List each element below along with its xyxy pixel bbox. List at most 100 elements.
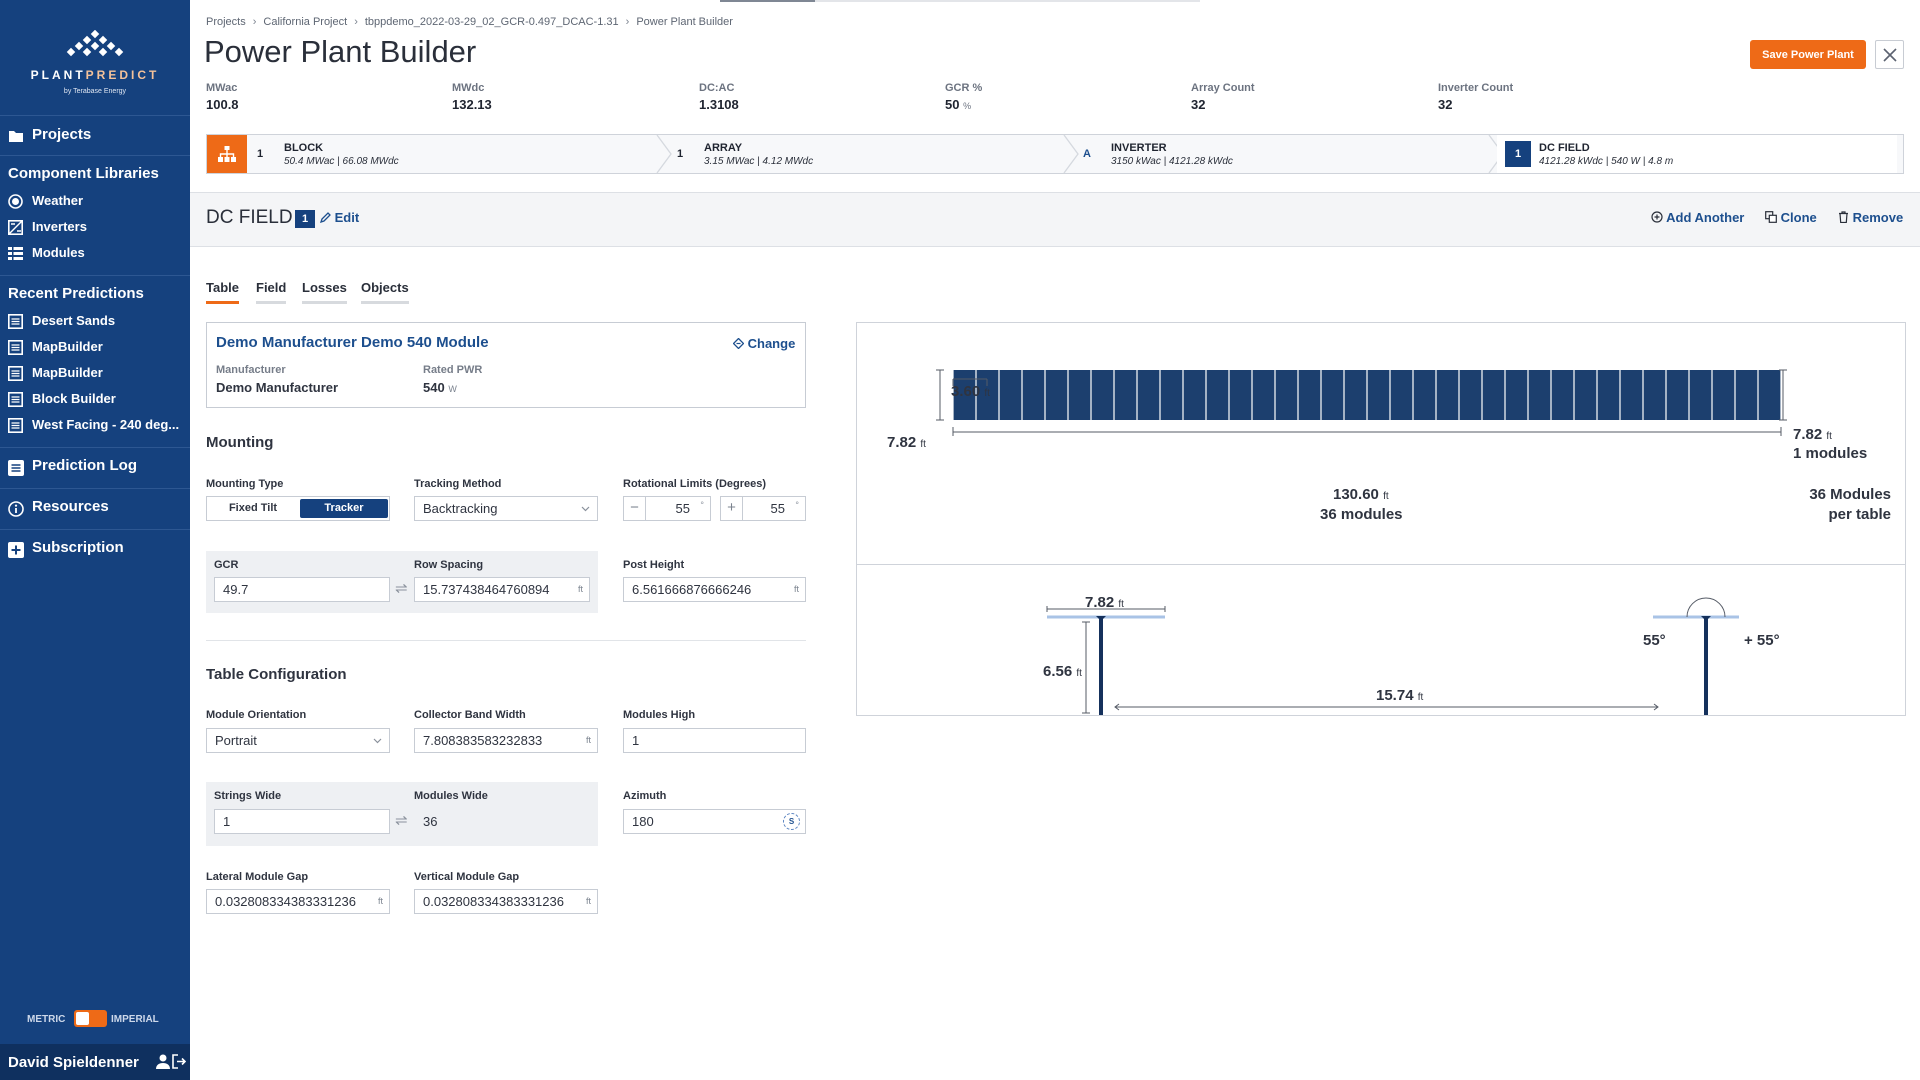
module-width-value: 3.60 [951, 383, 981, 400]
pv-module [1367, 370, 1390, 420]
pv-module [1321, 370, 1344, 420]
save-power-plant-button[interactable]: Save Power Plant [1750, 40, 1866, 69]
unit-label: ft [1118, 599, 1124, 610]
azimuth-input[interactable]: 180 S [623, 809, 806, 834]
row-spacing-dimension-line [1114, 703, 1659, 711]
add-another-label: Add Another [1666, 210, 1745, 225]
module-row [953, 370, 1781, 420]
tab-table[interactable]: Table [206, 280, 239, 304]
plant-hierarchy-bar: 1 BLOCK 50.4 MWac | 66.08 MWdc 1 ARRAY 3… [206, 134, 1904, 174]
row-spacing-input[interactable]: 15.737438464760894 ft [414, 577, 590, 602]
hierarchy-dc-field[interactable]: 1 DC FIELD 4121.28 kWdc | 540 W | 4.8 m [1497, 135, 1897, 173]
module-orientation-select[interactable]: Portrait [206, 728, 390, 753]
logout-icon[interactable] [172, 1054, 186, 1069]
sidebar-item-prediction-log[interactable]: Prediction Log [8, 457, 186, 479]
hierarchy-block[interactable]: 1 BLOCK 50.4 MWac | 66.08 MWdc [247, 135, 857, 173]
sidebar-item-recent-prediction[interactable]: MapBuilder [8, 363, 186, 383]
user-name[interactable]: David Spieldenner [8, 1054, 139, 1071]
clone-button[interactable]: Clone [1765, 210, 1817, 225]
tab-objects[interactable]: Objects [361, 280, 409, 304]
sidebar-item-weather[interactable]: Weather [8, 191, 186, 211]
sidebar-item-inverters[interactable]: Inverters [8, 217, 186, 237]
unit-label: ft [585, 896, 591, 906]
close-button[interactable] [1875, 40, 1904, 69]
breadcrumb-item-projects[interactable]: Projects [206, 16, 246, 28]
sidebar-item-resources[interactable]: Resources [8, 498, 186, 520]
hierarchy-inverter[interactable]: A INVERTER 3150 kWac | 4121.28 kWdc [1074, 135, 1494, 173]
tab-field[interactable]: Field [256, 280, 287, 304]
post-height-input[interactable]: 6.561666876666246 ft [623, 577, 806, 602]
rotational-limit-max[interactable]: + 55 ° [720, 496, 806, 521]
pv-module [1758, 370, 1781, 420]
gcr-value: 49.7 [223, 582, 249, 597]
trash-icon [1839, 211, 1848, 224]
table-configuration-title: Table Configuration [206, 666, 347, 683]
tracking-method-select[interactable]: Backtracking [414, 496, 598, 521]
unit-toggle[interactable] [74, 1010, 107, 1027]
stat-value: 132.13 [452, 97, 492, 112]
sidebar-item-subscription[interactable]: Subscription [8, 539, 186, 561]
minus-icon[interactable]: − [624, 497, 646, 520]
collector-band-width-label: Collector Band Width [414, 709, 526, 721]
hierarchy-root-button[interactable] [207, 135, 247, 173]
sidebar-item-modules[interactable]: Modules [8, 243, 186, 263]
user-icon[interactable] [156, 1054, 170, 1069]
logo[interactable]: PLANTPREDICT by Terabase Energy [0, 0, 190, 100]
sidebar-item-recent-prediction[interactable]: Desert Sands [8, 311, 186, 331]
plus-icon[interactable]: + [721, 497, 743, 520]
breadcrumb-item-prediction[interactable]: tbppdemo_2022-03-29_02_GCR-0.497_DCAC-1.… [364, 16, 619, 28]
sidebar-item-recent-prediction[interactable]: MapBuilder [8, 337, 186, 357]
table-height-dimension-line [936, 369, 944, 421]
rotational-limit-min[interactable]: − 55 ° [623, 496, 711, 521]
stat-value: 32 [1438, 97, 1453, 112]
strings-wide-input[interactable]: 1 [214, 809, 390, 834]
right-height-value: 7.82 [1793, 426, 1823, 443]
collector-band-width-input[interactable]: 7.808383583232833 ft [414, 728, 598, 753]
sidebar-item-projects[interactable]: Projects [8, 126, 186, 148]
table-height-label: 7.82 ft [887, 434, 926, 451]
lateral-module-gap-input[interactable]: 0.032808334383331236 ft [206, 889, 390, 914]
stat-value: 1.3108 [699, 97, 739, 112]
sidebar-item-recent-prediction[interactable]: West Facing - 240 deg... [8, 415, 186, 435]
logo-tagline: by Terabase Energy [63, 88, 127, 95]
lateral-module-gap-value: 0.032808334383331236 [215, 894, 356, 909]
module-name[interactable]: Demo Manufacturer Demo 540 Module [216, 334, 489, 351]
per-table-line1: 36 Modules [1809, 486, 1891, 503]
table-height-value: 7.82 [887, 434, 917, 451]
pv-module [1137, 370, 1160, 420]
sidebar-item-label: Desert Sands [32, 313, 116, 328]
change-module-button[interactable]: Change [732, 336, 795, 351]
add-circle-icon [1651, 211, 1663, 223]
per-table-line2: per table [1828, 506, 1891, 523]
breadcrumb-item-project[interactable]: California Project [263, 16, 348, 28]
table-length-dimension-line [952, 427, 1782, 436]
sidebar-item-label: Inverters [32, 219, 87, 234]
document-icon [8, 392, 23, 407]
fixed-tilt-option[interactable]: Fixed Tilt [228, 502, 278, 514]
stat-value: 50 [945, 97, 960, 112]
gcr-input[interactable]: 49.7 [214, 577, 390, 602]
post-height-value: 6.561666876666246 [632, 582, 752, 597]
table-side-view [1046, 597, 1739, 715]
sidebar-item-recent-prediction[interactable]: Block Builder [8, 389, 186, 409]
hierarchy-array[interactable]: 1 ARRAY 3.15 MWac | 4.12 MWdc [667, 135, 1067, 173]
link-swap-icon[interactable]: ⇌ [395, 812, 408, 829]
remove-button[interactable]: Remove [1838, 210, 1903, 225]
pv-module [1229, 370, 1252, 420]
edit-button[interactable]: Edit [319, 210, 359, 225]
sidebar-section-title: Recent Predictions [8, 285, 144, 302]
stat-inverter-count: Inverter Count 32 [1438, 82, 1638, 112]
vertical-module-gap-input[interactable]: 0.032808334383331236 ft [414, 889, 598, 914]
unit-toggle-knob [76, 1012, 89, 1025]
rated-power-row: 540 W [423, 380, 457, 395]
add-another-button[interactable]: Add Another [1651, 210, 1744, 225]
unit-label: ft [920, 439, 926, 450]
tracker-option[interactable]: Tracker [300, 499, 388, 518]
compass-icon[interactable]: S [783, 813, 800, 830]
pv-module [1551, 370, 1574, 420]
modules-high-input[interactable]: 1 [623, 728, 806, 753]
link-swap-icon[interactable]: ⇌ [395, 580, 408, 597]
plus-square-icon [8, 542, 24, 558]
tab-losses[interactable]: Losses [302, 280, 347, 304]
document-icon [8, 418, 23, 433]
